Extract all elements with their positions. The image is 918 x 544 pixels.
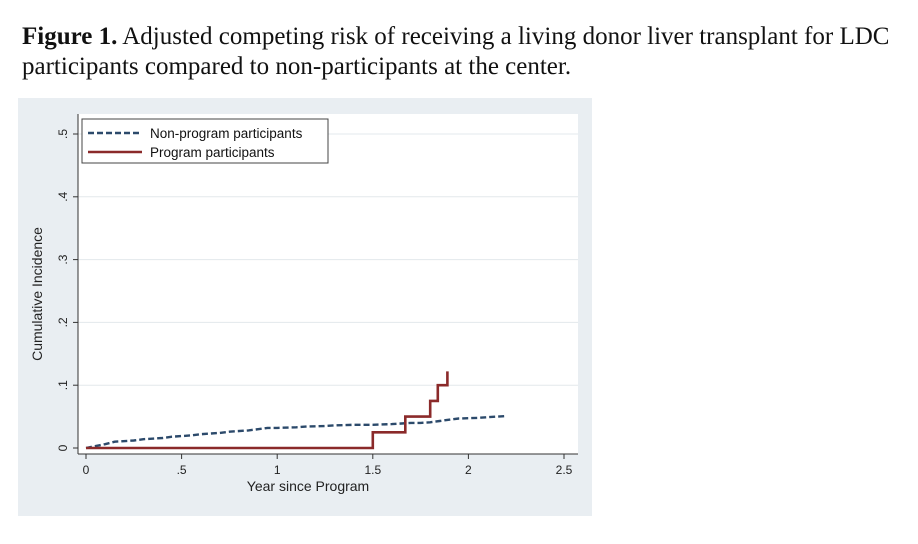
x-tick-label: .5 [177,463,187,477]
legend-label-program: Program participants [150,145,275,160]
x-tick-label: 1.5 [364,463,381,477]
chart-container: 0 .1 .2 .3 .4 .5 0 .5 1 1.5 2 2.5 Non-program parti… [18,98,592,516]
x-tick-label: 0 [83,463,90,477]
cumulative-incidence-chart: 0 .1 .2 .3 .4 .5 0 .5 1 1.5 2 2.5 Non-program parti… [18,98,592,516]
x-tick-label: 2.5 [556,463,573,477]
series-group [85,371,507,450]
grid-lines [78,133,578,386]
figure-caption-text: Adjusted competing risk of receiving a l… [22,23,890,80]
y-tick-label: 0 [56,444,70,451]
legend: Non-program participants Program particip… [81,118,329,164]
plot-area [78,114,578,454]
series-non-program-line [85,414,507,450]
y-axis-title: Cumulative Incidence [29,227,45,361]
figure-label: Figure 1. [22,23,118,50]
x-tick-label: 2 [465,463,472,477]
series-program-line [86,371,449,450]
y-tick-label: .4 [56,191,70,201]
legend-box [81,118,329,164]
x-tick-label: 1 [274,463,281,477]
axes: 0 .1 .2 .3 .4 .5 0 .5 1 1.5 2 2.5 [56,114,578,477]
figure-caption: Figure 1. Adjusted competing risk of rec… [22,22,892,82]
y-tick-label: .5 [56,129,70,139]
y-tick-label: .3 [56,254,70,264]
y-tick-label: .2 [56,317,70,327]
y-tick-label: .1 [56,380,70,390]
legend-label-non-program: Non-program participants [150,126,303,141]
x-axis-title: Year since Program [247,478,369,494]
